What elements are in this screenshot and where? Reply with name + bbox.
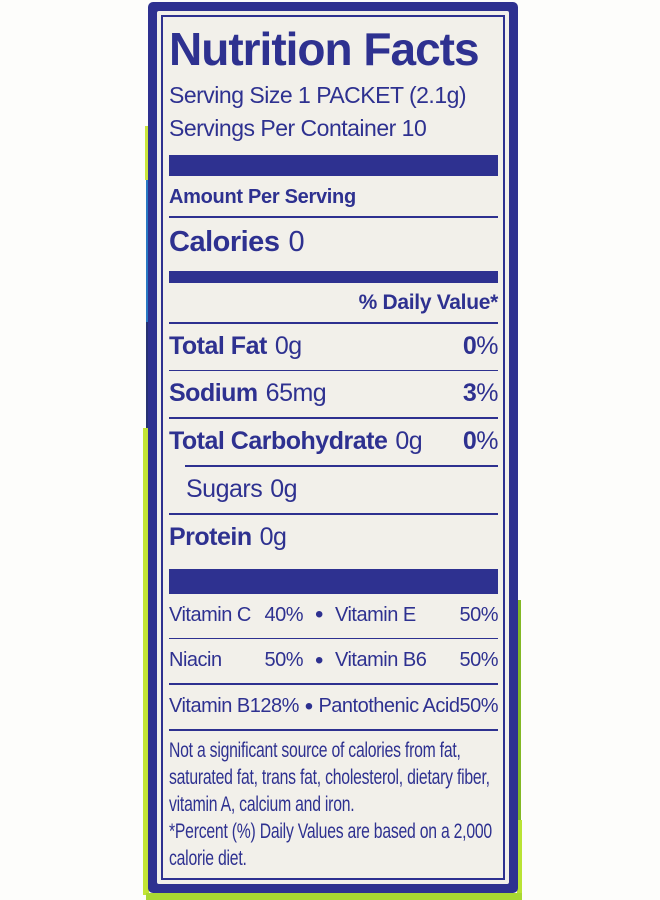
divider-rule-indented (185, 465, 498, 467)
nutrient-name: Sugars (186, 474, 263, 503)
nutrient-row-sodium: Sodium 65mg 3% (169, 371, 498, 417)
vitamin-name: Vitamin E (335, 603, 416, 626)
nutrient-row-protein: Protein 0g (169, 515, 498, 561)
vitamin-name: Vitamin C (169, 603, 251, 626)
vitamin-cell: Niacin 50% (169, 649, 303, 672)
nutrient-daily-value: 3% (462, 379, 499, 408)
vitamin-value: 8% (270, 695, 299, 718)
footnote: Not a significant source of calories fro… (169, 737, 499, 872)
separator-bar-top (169, 154, 498, 177)
vitamin-value: 50% (459, 649, 498, 672)
bullet-separator-icon: • (315, 646, 323, 674)
divider-rule (169, 512, 498, 515)
vitamin-value: 40% (264, 603, 303, 626)
vitamin-cell: Vitamin B12 8% (169, 695, 299, 718)
vitamin-name: Pantothenic Acid (318, 695, 460, 718)
divider-rule (169, 369, 498, 372)
vitamin-cell: Vitamin C 40% (169, 604, 303, 627)
divider-rule (169, 417, 498, 420)
nutrient-amount: 0g (270, 474, 298, 503)
nutrient-row-total-fat: Total Fat 0g 0% (169, 324, 498, 370)
label-content: Nutrition Facts Serving Size 1 PACKET (2… (161, 15, 505, 880)
package-edge-accent-chartreuse-top (145, 126, 150, 180)
bullet-separator-icon: • (315, 601, 323, 629)
nutrient-daily-value: 0% (462, 331, 499, 360)
separator-bar-vitamins (169, 568, 498, 594)
servings-per-container-line: Servings Per Container 10 (169, 114, 427, 141)
nutrient-row-sugars: Sugars 0g (169, 467, 498, 513)
calories-value: 0 (288, 226, 305, 259)
nutrient-name: Protein (169, 522, 252, 551)
vitamin-row-1: Vitamin C 40% • Vitamin E 50% (169, 594, 498, 638)
daily-value-header: % Daily Value* (358, 290, 499, 314)
package-edge-accent-green-right (518, 600, 521, 893)
vitamin-cell: Vitamin B6 50% (335, 649, 498, 672)
vitamin-name: Vitamin B12 (169, 695, 271, 718)
nutrition-facts-title: Nutrition Facts (169, 23, 480, 75)
divider-rule (169, 683, 498, 686)
calories-row: Calories 0 (169, 226, 498, 259)
divider-rule (169, 729, 498, 731)
calories-label: Calories (169, 226, 280, 259)
nutrient-name: Sodium (169, 379, 258, 408)
vitamin-row-2: Niacin 50% • Vitamin B6 50% (169, 639, 498, 683)
vitamin-value: 50% (459, 603, 498, 626)
vitamin-name: Niacin (169, 649, 222, 672)
separator-bar-calories (169, 271, 498, 283)
amount-per-serving-label: Amount Per Serving (169, 186, 356, 209)
nutrient-amount: 0g (274, 331, 302, 360)
footnote-percent-daily-values: *Percent (%) Daily Values are based on a… (169, 819, 492, 870)
serving-size-line: Serving Size 1 PACKET (2.1g) (169, 81, 467, 108)
nutrient-name-amount: Total Fat 0g (169, 332, 302, 361)
nutrient-name-amount: Total Carbohydrate 0g (169, 427, 423, 456)
package-edge-accent-chartreuse-left (143, 428, 149, 895)
package-edge-accent-green-corner (517, 820, 522, 895)
package-edge-accent-green-bottom (146, 893, 522, 900)
footnote-not-significant: Not a significant source of calories fro… (169, 738, 490, 816)
label-border-gap: Nutrition Facts Serving Size 1 PACKET (2… (157, 11, 509, 884)
vitamin-cell: Pantothenic Acid 50% (318, 695, 498, 718)
nutrient-daily-value: 0% (462, 427, 499, 456)
nutrient-name-amount: Protein 0g (169, 522, 287, 552)
nutrient-name: Total Carbohydrate (169, 427, 388, 456)
nutrient-row-total-carbohydrate: Total Carbohydrate 0g 0% (169, 419, 498, 465)
nutrient-name-amount: Sugars 0g (186, 474, 298, 504)
vitamin-name: Vitamin B6 (335, 649, 427, 672)
nutrient-amount: 65mg (265, 379, 327, 408)
divider-rule (169, 637, 498, 640)
bullet-separator-icon: • (304, 692, 313, 720)
vitamin-value: 50% (459, 695, 498, 718)
nutrient-amount: 0g (259, 522, 287, 551)
nutrient-name-amount: Sodium 65mg (169, 379, 327, 408)
nutrient-name: Total Fat (169, 331, 267, 360)
nutrient-amount: 0g (395, 427, 423, 456)
divider-rule (169, 216, 498, 219)
vitamin-value: 50% (264, 649, 303, 672)
divider-rule (169, 321, 498, 324)
nutrition-facts-label: Nutrition Facts Serving Size 1 PACKET (2… (148, 2, 518, 893)
vitamin-row-3: Vitamin B12 8% • Pantothenic Acid 50% (169, 685, 498, 729)
vitamin-cell: Vitamin E 50% (335, 604, 498, 627)
